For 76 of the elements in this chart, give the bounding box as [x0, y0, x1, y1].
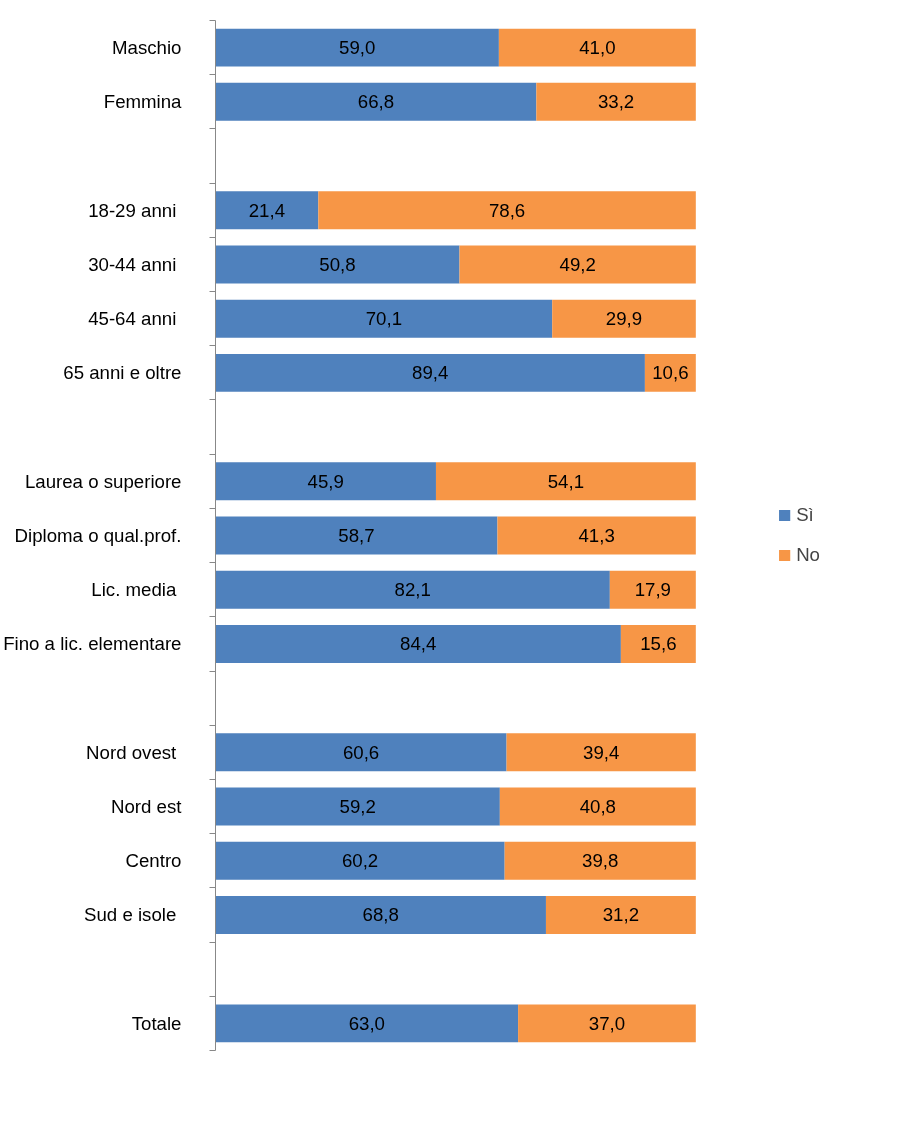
data-label: 63,0 [348, 1012, 385, 1034]
bar [215, 733, 507, 772]
data-label: 41,3 [578, 525, 615, 546]
y-tick-label: 65 anni e oltre [63, 362, 182, 384]
y-tick-label: Centro [125, 850, 182, 872]
bar [215, 624, 621, 663]
data-label: 84,4 [400, 633, 437, 655]
data-label: 21,4 [248, 199, 286, 221]
data-label: 82,1 [394, 579, 431, 601]
bar [215, 462, 436, 501]
legend-label: Sì [796, 504, 815, 526]
data-label: 10,6 [652, 362, 689, 384]
data-label: 66,8 [357, 91, 395, 113]
bar [504, 841, 696, 880]
data-label: 59,2 [339, 796, 376, 818]
data-label: 50,8 [319, 253, 356, 275]
data-label: 60,2 [341, 850, 379, 872]
data-label: 78,6 [488, 199, 526, 221]
bar [215, 1004, 519, 1043]
bar [435, 462, 696, 501]
data-label: 60,6 [342, 741, 380, 763]
bar [498, 28, 696, 67]
bar [215, 353, 645, 392]
bar [215, 191, 319, 230]
legend-label: No [796, 544, 820, 566]
data-label: 59,0 [339, 37, 376, 59]
y-tick-label: Totale [131, 1012, 182, 1034]
data-label: 54,1 [547, 470, 585, 492]
y-tick-label: 45-64 anni [88, 308, 177, 330]
y-tick-label: Sud e isole [84, 904, 177, 926]
data-label: 39,4 [583, 741, 620, 763]
bar [536, 82, 696, 121]
y-tick-label: 18-29 anni [88, 199, 177, 221]
bar [215, 28, 499, 67]
data-label: 49,2 [559, 253, 596, 275]
data-label: 45,9 [307, 470, 344, 492]
bar [506, 733, 696, 772]
bar [318, 191, 696, 230]
bar [499, 787, 696, 826]
bar [215, 570, 610, 609]
bar [215, 299, 553, 338]
data-label: 70,1 [365, 308, 403, 330]
bar [215, 841, 505, 880]
bar [215, 82, 537, 121]
y-tick-label: Diploma o qual.prof. [14, 525, 182, 546]
bar [620, 624, 696, 663]
y-tick-label: 30-44 anni [88, 253, 177, 275]
bar [518, 1004, 696, 1043]
bar [545, 896, 696, 934]
data-label: 29,9 [605, 308, 643, 330]
y-tick-label: Nord ovest [86, 741, 178, 763]
bar [215, 787, 500, 826]
bar [215, 516, 498, 555]
bar [552, 299, 696, 338]
y-tick-label: Maschio [112, 37, 182, 59]
data-label: 37,0 [588, 1012, 626, 1034]
bar [215, 245, 460, 284]
data-label: 89,4 [412, 362, 449, 384]
bar [459, 245, 696, 284]
data-label: 15,6 [640, 633, 677, 655]
bar [215, 896, 546, 934]
y-tick-label: Laurea o superiore [24, 470, 182, 492]
y-tick-label: Femmina [103, 91, 183, 113]
data-label: 39,8 [582, 850, 619, 872]
data-label: 17,9 [634, 579, 671, 601]
y-tick-label: Fino a lic. elementare [3, 633, 182, 655]
data-label: 68,8 [362, 904, 399, 926]
bar [497, 516, 696, 555]
data-label: 31,2 [602, 904, 640, 926]
data-label: 41,0 [579, 37, 616, 59]
y-tick-label: Lic. media [91, 579, 177, 601]
data-label: 33,2 [597, 91, 635, 113]
bar [609, 570, 696, 609]
data-label: 40,8 [579, 796, 616, 818]
data-label: 58,7 [338, 525, 375, 546]
y-tick-label: Nord est [110, 796, 183, 818]
